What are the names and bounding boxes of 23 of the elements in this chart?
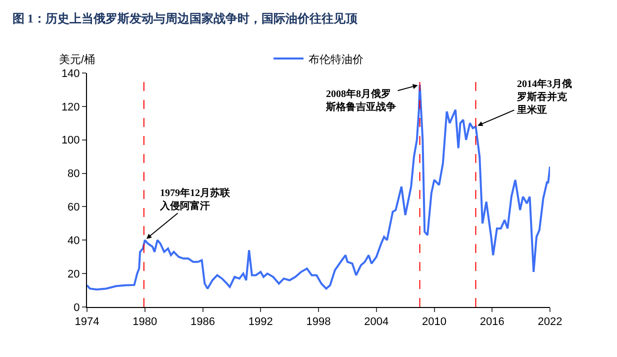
x-tick-label: 1974 — [74, 316, 100, 328]
y-tick-label: 120 — [61, 101, 80, 114]
x-tick-label: 2016 — [480, 316, 504, 328]
legend-label: 布伦特油价 — [308, 52, 364, 66]
y-tick-label: 140 — [61, 68, 80, 80]
x-tick-label: 2004 — [364, 316, 389, 328]
y-axis-title: 美元/桶 — [59, 53, 96, 66]
y-tick-label: 20 — [68, 268, 80, 280]
annotation: 2014年3月俄罗斯吞并克里米亚 — [516, 78, 572, 116]
x-tick-label: 1980 — [132, 316, 158, 328]
x-tick-label: 2022 — [538, 316, 562, 328]
y-tick-label: 0 — [74, 302, 80, 314]
x-tick-label: 1998 — [306, 316, 331, 328]
y-tick-label: 40 — [68, 234, 80, 247]
x-tick-label: 2010 — [422, 316, 446, 328]
chart-title: 图 1：历史上当俄罗斯发动与周边国家战争时，国际油价往往见顶 — [12, 12, 358, 26]
x-tick-label: 1986 — [190, 316, 215, 328]
x-tick-label: 1992 — [248, 316, 273, 328]
annotation: 2008年8月俄罗斯格鲁吉亚战争 — [325, 88, 396, 113]
annotation: 1979年12月苏联入侵阿富汗 — [159, 187, 231, 212]
y-tick-label: 100 — [61, 134, 80, 147]
y-tick-label: 80 — [68, 168, 80, 180]
y-tick-label: 60 — [68, 202, 80, 214]
